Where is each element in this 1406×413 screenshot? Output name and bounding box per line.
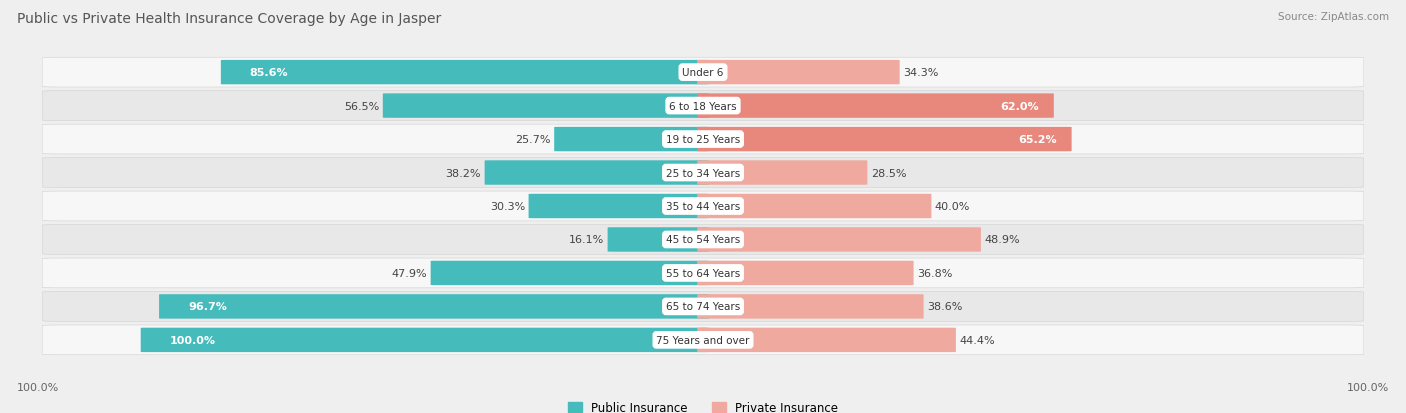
FancyBboxPatch shape: [529, 194, 709, 219]
Text: 100.0%: 100.0%: [1347, 382, 1389, 392]
Text: 47.9%: 47.9%: [391, 268, 427, 278]
Text: 96.7%: 96.7%: [188, 301, 226, 312]
Text: 44.4%: 44.4%: [959, 335, 995, 345]
FancyBboxPatch shape: [697, 228, 981, 252]
Text: 35 to 44 Years: 35 to 44 Years: [666, 202, 740, 211]
FancyBboxPatch shape: [697, 61, 900, 85]
FancyBboxPatch shape: [697, 328, 956, 352]
FancyBboxPatch shape: [42, 91, 1364, 121]
Legend: Public Insurance, Private Insurance: Public Insurance, Private Insurance: [568, 401, 838, 413]
FancyBboxPatch shape: [42, 158, 1364, 188]
Text: 75 Years and over: 75 Years and over: [657, 335, 749, 345]
Text: 62.0%: 62.0%: [1000, 101, 1039, 112]
Text: 100.0%: 100.0%: [170, 335, 215, 345]
FancyBboxPatch shape: [382, 94, 709, 119]
FancyBboxPatch shape: [42, 325, 1364, 355]
Text: 40.0%: 40.0%: [935, 202, 970, 211]
FancyBboxPatch shape: [697, 294, 924, 319]
Text: 48.9%: 48.9%: [984, 235, 1019, 245]
FancyBboxPatch shape: [42, 192, 1364, 221]
FancyBboxPatch shape: [697, 161, 868, 185]
Text: 85.6%: 85.6%: [250, 68, 288, 78]
Text: 34.3%: 34.3%: [903, 68, 939, 78]
FancyBboxPatch shape: [159, 294, 709, 319]
Text: 45 to 54 Years: 45 to 54 Years: [666, 235, 740, 245]
Text: 55 to 64 Years: 55 to 64 Years: [666, 268, 740, 278]
FancyBboxPatch shape: [42, 58, 1364, 88]
Text: 38.6%: 38.6%: [927, 301, 963, 312]
Text: 19 to 25 Years: 19 to 25 Years: [666, 135, 740, 145]
Text: 65 to 74 Years: 65 to 74 Years: [666, 301, 740, 312]
FancyBboxPatch shape: [221, 61, 709, 85]
Text: Under 6: Under 6: [682, 68, 724, 78]
Text: Source: ZipAtlas.com: Source: ZipAtlas.com: [1278, 12, 1389, 22]
FancyBboxPatch shape: [697, 94, 1054, 119]
Text: 100.0%: 100.0%: [17, 382, 59, 392]
Text: 25.7%: 25.7%: [515, 135, 551, 145]
FancyBboxPatch shape: [42, 125, 1364, 154]
FancyBboxPatch shape: [42, 225, 1364, 255]
FancyBboxPatch shape: [697, 261, 914, 285]
FancyBboxPatch shape: [697, 194, 931, 219]
Text: Public vs Private Health Insurance Coverage by Age in Jasper: Public vs Private Health Insurance Cover…: [17, 12, 441, 26]
FancyBboxPatch shape: [430, 261, 709, 285]
Text: 56.5%: 56.5%: [344, 101, 380, 112]
Text: 28.5%: 28.5%: [870, 168, 907, 178]
Text: 25 to 34 Years: 25 to 34 Years: [666, 168, 740, 178]
Text: 16.1%: 16.1%: [569, 235, 605, 245]
FancyBboxPatch shape: [697, 128, 1071, 152]
FancyBboxPatch shape: [141, 328, 709, 352]
Text: 30.3%: 30.3%: [489, 202, 524, 211]
FancyBboxPatch shape: [607, 228, 709, 252]
FancyBboxPatch shape: [485, 161, 709, 185]
Text: 38.2%: 38.2%: [446, 168, 481, 178]
Text: 65.2%: 65.2%: [1018, 135, 1056, 145]
FancyBboxPatch shape: [42, 292, 1364, 322]
FancyBboxPatch shape: [554, 128, 709, 152]
FancyBboxPatch shape: [42, 259, 1364, 288]
Text: 6 to 18 Years: 6 to 18 Years: [669, 101, 737, 112]
Text: 36.8%: 36.8%: [917, 268, 952, 278]
